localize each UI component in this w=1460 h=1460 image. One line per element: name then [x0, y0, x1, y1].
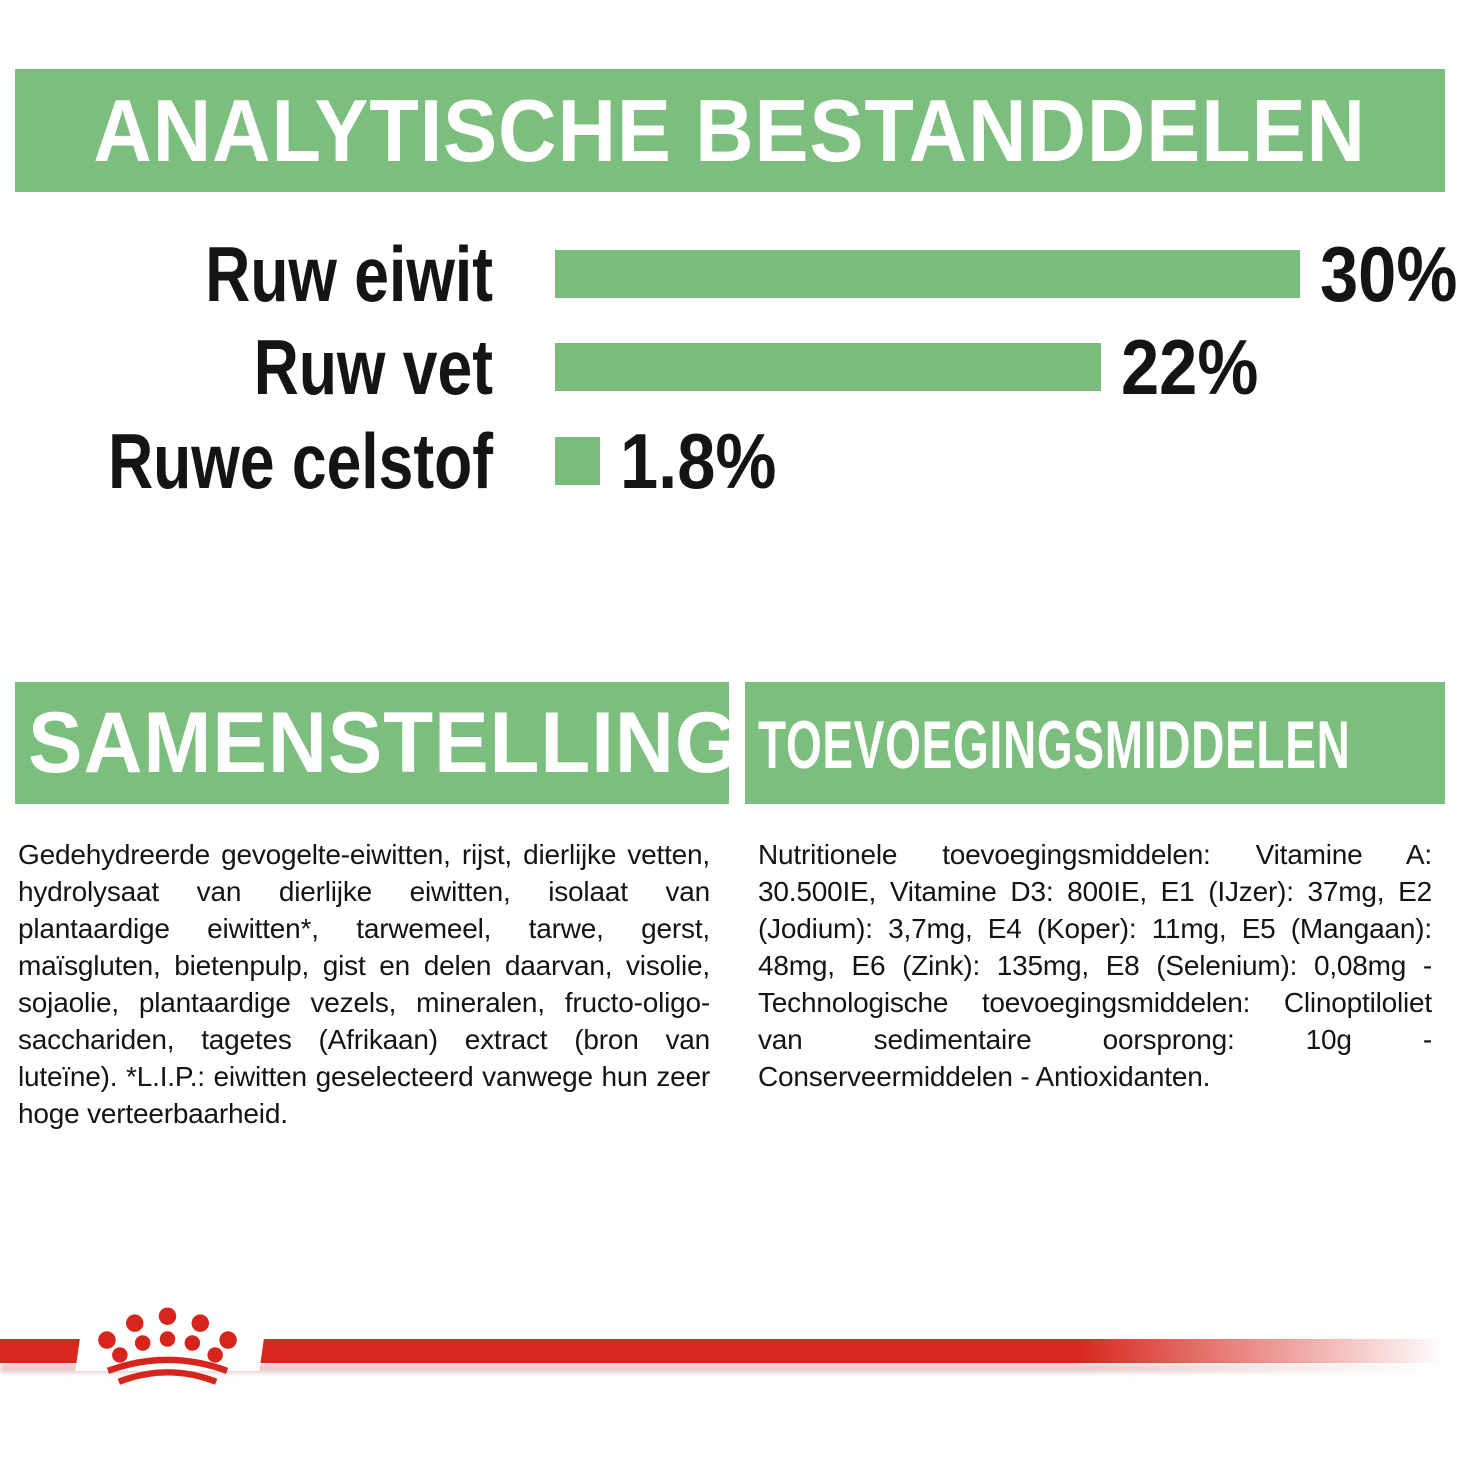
additives-title: TOEVOEGINGSMIDDELEN [758, 707, 1351, 783]
value-ruw-eiwit: 30% [1320, 230, 1458, 318]
chart-row-ruwe-celstof: Ruwe celstof 1.8% [0, 417, 1460, 505]
red-stripe-shadow [0, 1363, 1460, 1373]
royal-canin-crown-logo [98, 1307, 237, 1385]
chart-label-ruwe-celstof: Ruwe celstof [108, 417, 494, 505]
additives-body: Nutritionele toevoegingsmiddelen: Vitami… [758, 839, 1432, 1092]
chart-label-ruw-vet: Ruw vet [253, 323, 493, 411]
additives-banner: TOEVOEGINGSMIDDELEN (/kg) [745, 682, 1445, 804]
chart-label-ruw-eiwit: Ruw eiwit [205, 230, 493, 318]
chart-row-ruw-eiwit: Ruw eiwit 30% [0, 230, 1460, 318]
bar-ruw-eiwit [555, 250, 1300, 298]
chart-row-ruw-vet: Ruw vet 22% [0, 323, 1460, 411]
additives-title-wrap: TOEVOEGINGSMIDDELEN (/kg) [758, 707, 1460, 783]
bar-ruwe-celstof [555, 437, 600, 485]
composition-title: SAMENSTELLING [28, 695, 740, 791]
analytical-section-banner: ANALYTISCHE BESTANDDELEN [15, 69, 1445, 192]
analytical-section-title: ANALYTISCHE BESTANDDELEN [93, 80, 1367, 180]
value-ruwe-celstof: 1.8% [619, 417, 777, 505]
bar-ruw-vet [555, 343, 1102, 391]
composition-banner: SAMENSTELLING [15, 682, 738, 804]
value-ruw-vet: 22% [1121, 323, 1259, 411]
composition-body: Gedehydreerde gevogelte-eiwitten, rijst,… [18, 839, 710, 1129]
